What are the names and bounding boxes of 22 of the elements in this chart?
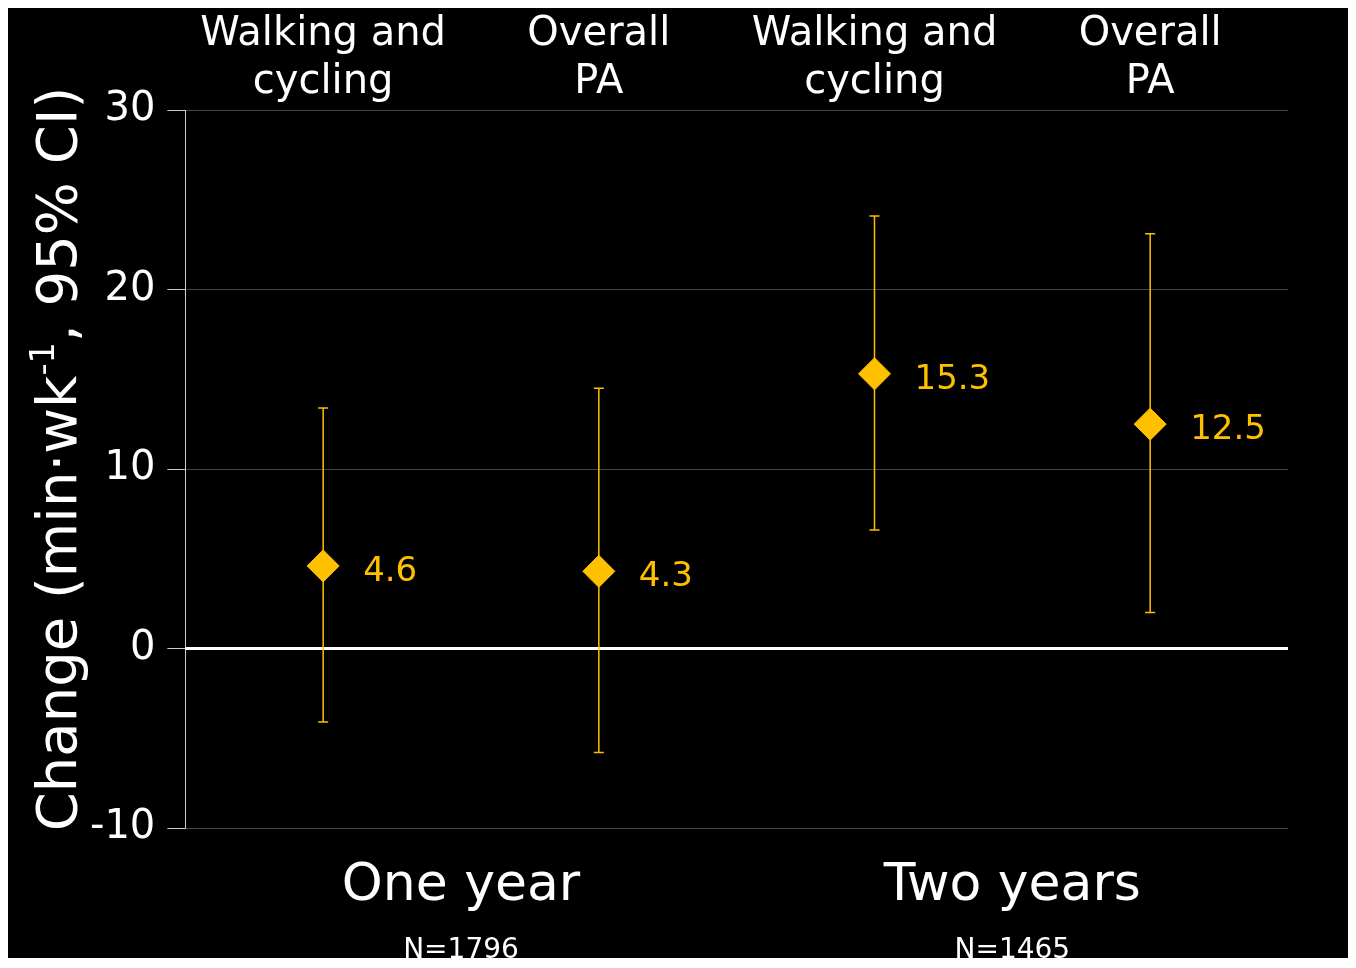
point	[306, 549, 340, 583]
text: N=1465	[954, 932, 1071, 965]
data-label: 4.3	[638, 554, 693, 595]
x-tick-label: Overall PA	[1078, 8, 1222, 103]
y-axis-title: Change (min·wk-1, 95% CI)	[22, 86, 89, 832]
text: N=1796	[403, 932, 519, 965]
data-label: 4.6	[363, 548, 418, 589]
text: One year	[341, 852, 581, 912]
point	[582, 554, 616, 588]
y-tick-label: 30	[104, 83, 156, 130]
data-label: 12.5	[1190, 406, 1266, 447]
y-tick-label: 10	[104, 442, 156, 489]
x-tick-label: Walking and cycling	[751, 8, 998, 103]
x-tick-label: Overall PA	[527, 8, 671, 103]
y-tick-label: 0	[129, 621, 156, 668]
data-label: 15.3	[914, 356, 991, 397]
point	[1133, 407, 1167, 441]
text: Two years	[882, 852, 1141, 912]
y-tick-label: 20	[104, 262, 156, 309]
x-tick-label: Walking and cycling	[200, 8, 446, 103]
point	[858, 357, 891, 391]
y-tick-label: -10	[89, 801, 156, 848]
